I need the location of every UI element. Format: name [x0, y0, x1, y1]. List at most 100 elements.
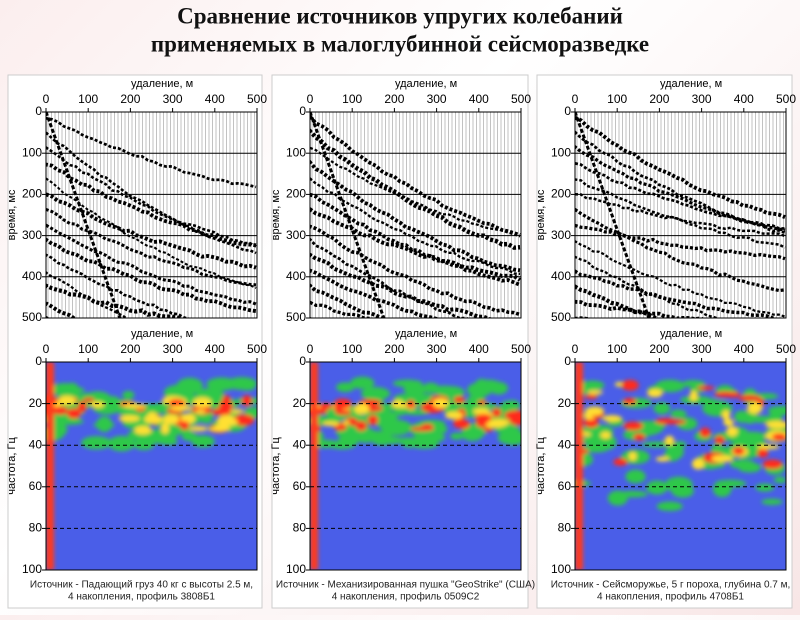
energy — [607, 490, 628, 506]
y-tick-label: 100 — [551, 562, 571, 576]
seismogram-bg — [575, 112, 786, 318]
energy — [383, 411, 398, 423]
reflection — [46, 223, 257, 306]
y-tick-label: 100 — [551, 145, 571, 159]
energy — [348, 419, 358, 426]
energy — [711, 455, 734, 463]
energy — [355, 420, 367, 431]
energy — [134, 425, 152, 435]
energy — [192, 397, 212, 408]
caption: Источник - Сейсморужье, 5 г пороха, глуб… — [551, 579, 791, 591]
y-tick-label: 40 — [293, 437, 307, 451]
reflection — [575, 223, 786, 261]
x-axis-label: удаление, м — [395, 78, 457, 90]
energy — [333, 406, 343, 411]
y-tick-label: 100 — [22, 562, 42, 576]
x-tick-label: 100 — [607, 92, 627, 106]
energy — [118, 415, 141, 422]
energy — [633, 433, 645, 441]
x-tick-label: 100 — [78, 342, 98, 356]
reflection — [46, 207, 257, 287]
y-tick-label: 0 — [299, 354, 306, 368]
energy — [485, 422, 504, 428]
energy — [691, 458, 705, 470]
energy — [587, 390, 604, 395]
x-tick-label: 100 — [607, 342, 627, 356]
energy — [241, 395, 252, 407]
energy — [322, 421, 340, 427]
x-tick-label: 500 — [776, 342, 796, 356]
energy — [191, 435, 215, 448]
energy — [208, 427, 231, 432]
title-line: Сравнение источников упругих колебаний — [177, 3, 623, 28]
x-axis-label: удаление, м — [660, 328, 722, 340]
energy — [319, 403, 333, 410]
reflection — [575, 299, 705, 318]
reflection — [46, 116, 257, 189]
x-tick-label: 200 — [384, 92, 404, 106]
energy — [180, 421, 190, 430]
reflection — [310, 283, 387, 318]
y-axis-label: частота, Гц — [535, 437, 547, 495]
y-axis-label: время, мс — [6, 189, 18, 240]
y-axis-label: частота, Гц — [270, 437, 282, 495]
energy — [494, 425, 521, 434]
energy — [489, 381, 509, 395]
energy — [600, 431, 611, 439]
energy — [738, 395, 761, 402]
caption: 4 накопления, профиль 3808Б1 — [68, 591, 215, 603]
energy — [177, 385, 194, 394]
energy — [181, 432, 198, 442]
direct-wave — [46, 112, 122, 318]
energy — [350, 376, 375, 390]
plot-frame — [309, 361, 522, 571]
x-tick-label: 500 — [776, 92, 796, 106]
reflection — [575, 193, 786, 238]
energy — [747, 402, 763, 414]
energy — [163, 414, 180, 425]
x-tick-label: 400 — [469, 92, 489, 106]
x-axis-label: удаление, м — [131, 328, 193, 340]
y-tick-label: 0 — [35, 104, 42, 118]
reflection — [575, 144, 786, 232]
energy — [638, 421, 664, 435]
energy — [726, 426, 738, 437]
energy — [721, 409, 731, 421]
x-tick-label: 400 — [734, 92, 754, 106]
x-tick-label: 200 — [120, 92, 140, 106]
y-tick-label: 0 — [299, 104, 306, 118]
caption: 4 накопления, профиль 0509С2 — [332, 591, 480, 603]
energy — [122, 390, 135, 400]
energy — [341, 420, 351, 425]
plot-image — [46, 112, 257, 318]
energy — [655, 456, 670, 462]
x-tick-label: 0 — [43, 342, 50, 356]
energy — [581, 380, 605, 391]
energy — [734, 410, 751, 423]
energy — [656, 501, 683, 512]
energy — [492, 408, 502, 418]
plot-frame — [574, 111, 787, 319]
y-tick-label: 200 — [22, 187, 42, 201]
x-tick-label: 300 — [692, 92, 712, 106]
x-tick-label: 500 — [247, 342, 267, 356]
reflection — [310, 237, 469, 318]
energy — [583, 417, 599, 428]
plot-frame — [309, 111, 522, 319]
energy — [602, 415, 622, 422]
energy — [200, 412, 213, 424]
y-tick-label: 500 — [551, 310, 571, 324]
energy — [689, 390, 698, 402]
energy — [698, 461, 726, 469]
y-tick-label: 100 — [22, 145, 42, 159]
y-tick-label: 20 — [29, 396, 43, 410]
y-tick-label: 0 — [35, 354, 42, 368]
caption: Источник - Падающий груз 40 кг с высоты … — [30, 580, 253, 591]
spectrum-blobs — [310, 362, 521, 570]
energy — [108, 435, 136, 452]
energy — [52, 406, 68, 415]
x-tick-label: 500 — [247, 92, 267, 106]
x-tick-label: 200 — [384, 342, 404, 356]
x-tick-label: 100 — [342, 92, 362, 106]
